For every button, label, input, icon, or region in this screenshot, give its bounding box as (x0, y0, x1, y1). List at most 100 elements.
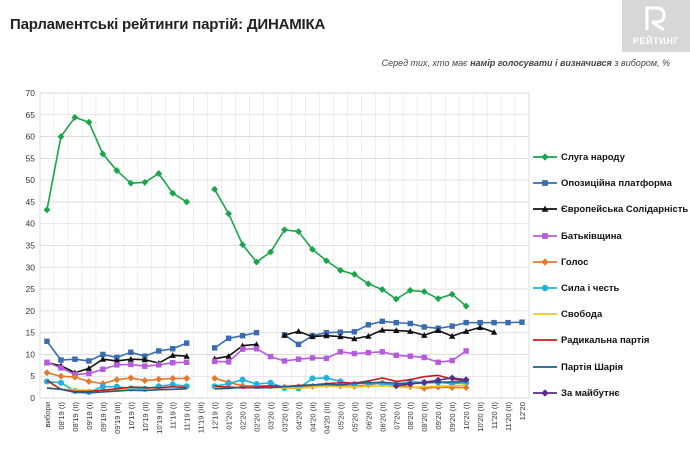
y-tick-label: 10 (26, 349, 36, 359)
data-point (113, 167, 121, 175)
data-point (323, 332, 330, 339)
data-point (448, 374, 456, 382)
grid-lines (39, 92, 530, 399)
x-tick-label: 01'20 (I) (225, 402, 234, 430)
x-tick-label: 08'19 (I) (57, 402, 66, 430)
legend-label: Сила і честь (561, 282, 620, 294)
data-point (141, 356, 148, 363)
data-point (463, 319, 469, 326)
data-point (183, 359, 190, 365)
data-point (211, 345, 218, 351)
data-point (58, 357, 64, 363)
series-9 (392, 374, 470, 390)
y-tick-label: 40 (26, 219, 36, 229)
data-point (99, 150, 107, 158)
data-point (337, 333, 344, 340)
data-point (85, 377, 93, 385)
legend-marker (542, 180, 548, 187)
x-tick-label: 05'20 (II) (350, 402, 359, 432)
x-tick-label: 06'20 (II) (378, 402, 387, 432)
data-point (434, 327, 442, 334)
x-tick-label: 09'19 (I) (85, 402, 94, 430)
data-point (267, 353, 274, 360)
data-point (127, 179, 135, 187)
data-point (141, 377, 149, 385)
x-tick-label: 11'20 (II) (504, 402, 513, 432)
x-tick-label: 09'20 (II) (448, 402, 457, 432)
logo-text: РЕЙТИНГ (632, 36, 680, 46)
y-tick-label: 35 (26, 241, 36, 251)
legend-item: Європейська Солідарність (526, 202, 690, 228)
data-point (476, 324, 484, 330)
x-tick-label: 12'19 (I) (211, 402, 220, 430)
x-tick-label: 08'20 (I) (406, 402, 415, 430)
data-point (85, 365, 93, 371)
data-point (449, 323, 455, 329)
y-tick-label: 5 (30, 371, 35, 381)
legend-swatch (533, 388, 557, 397)
chart-title: Парламентські рейтинги партій: ДИНАМІКА (10, 16, 326, 33)
legend-swatch (533, 313, 557, 316)
legend-item: Опозиційна платформа (526, 176, 690, 202)
legend-label: Свобода (561, 309, 603, 321)
legend-marker (542, 232, 548, 239)
data-point (449, 357, 455, 364)
data-point (44, 359, 50, 365)
y-tick-label: 30 (26, 262, 36, 272)
data-point (114, 362, 120, 368)
y-tick-label: 25 (26, 284, 36, 294)
data-point (57, 133, 65, 141)
data-point (156, 348, 162, 354)
data-point (71, 373, 79, 381)
data-point (266, 248, 275, 256)
series-line (214, 374, 467, 389)
x-tick-label: 02'20 (I) (239, 402, 248, 430)
legend-swatch (533, 365, 557, 368)
y-tick-label: 70 (26, 88, 36, 98)
legend-item: Партія Шарія (526, 360, 690, 386)
legend-label: За майбутнє (561, 387, 620, 399)
x-tick-label: 06'20 (I) (364, 402, 373, 430)
legend-marker (541, 257, 549, 266)
data-point (281, 358, 288, 364)
data-point (351, 350, 358, 357)
legend-marker (541, 153, 549, 161)
data-point (225, 335, 232, 342)
legend-item: Голос (526, 255, 690, 281)
legend-label: Партія Шарія (561, 361, 624, 373)
data-point (434, 295, 442, 303)
x-tick-label: 11'19 (I) (169, 402, 178, 430)
data-point (225, 352, 232, 359)
legend-swatch (533, 232, 557, 239)
data-point (392, 295, 400, 303)
data-point (239, 332, 246, 339)
data-point (448, 290, 456, 298)
data-point (225, 210, 233, 218)
data-point (253, 341, 260, 347)
data-point (127, 374, 135, 382)
data-point (86, 370, 92, 377)
data-point (393, 327, 400, 334)
data-point (336, 266, 344, 274)
x-tick-label: 03'20 (II) (281, 402, 290, 432)
data-point (155, 375, 163, 383)
data-point (85, 118, 93, 126)
x-tick-label: 08'20 (II) (420, 402, 429, 432)
data-point (477, 319, 483, 326)
data-point (350, 270, 358, 278)
series-line (284, 326, 495, 340)
data-point (239, 241, 247, 249)
data-point (448, 332, 456, 339)
data-point (183, 198, 191, 206)
data-point (407, 328, 414, 334)
data-point (71, 113, 79, 121)
data-point (99, 383, 106, 390)
data-point (365, 332, 372, 339)
x-tick-label: 11'20 (I) (490, 402, 499, 430)
data-point (365, 349, 372, 356)
y-tick-label: 45 (26, 197, 36, 207)
data-point (295, 341, 302, 348)
legend-item: Радикальна партія (526, 333, 690, 359)
data-point (57, 379, 64, 386)
legend-label: Слуга народу (561, 152, 625, 163)
